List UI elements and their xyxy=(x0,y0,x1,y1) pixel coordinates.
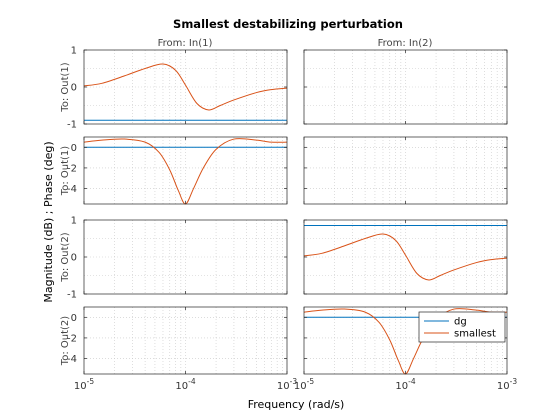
x-tick-label: 10-4 xyxy=(175,377,195,392)
row-title-4: To: Out(2) xyxy=(60,316,71,366)
row-title-3: To: Out(2) xyxy=(60,232,71,282)
panel-r3-c1: -1 0 1To: Out(2) xyxy=(60,216,288,301)
panel-r2-c1: 0 -2 -4To: Out(1) xyxy=(60,136,288,205)
x-tick-label: 10-4 xyxy=(395,377,415,392)
y-tick-label: 0 xyxy=(71,143,77,154)
y-tick-label: 1 xyxy=(71,46,77,57)
y-tick-label: -1 xyxy=(67,120,77,131)
grid xyxy=(304,50,507,124)
chart-title: Smallest destabilizing perturbation xyxy=(173,17,403,31)
series-smallest-r3-c2 xyxy=(303,233,508,281)
panel-r2-c2 xyxy=(303,136,508,205)
panel-r1-c2 xyxy=(303,49,508,125)
y-tick-label: -4 xyxy=(67,354,77,365)
grid xyxy=(304,220,507,294)
row-title-2: To: Out(1) xyxy=(60,146,71,196)
panel-r4-c1: 0 -2 -4To: Out(2)10-5 10-4 10-3 xyxy=(60,306,297,392)
panel-r3-c2 xyxy=(303,219,508,295)
grid xyxy=(84,220,287,294)
legend-box xyxy=(418,311,506,343)
legend-entry-smallest: smallest xyxy=(454,329,496,340)
column-title-1: From: In(1) xyxy=(158,38,213,49)
x-tick-label: 10-5 xyxy=(74,377,94,392)
y-tick-label: 1 xyxy=(71,216,77,227)
series-smallest-r1-c1 xyxy=(83,63,288,111)
column-title-2: From: In(2) xyxy=(378,38,433,49)
x-tick-label: 10-3 xyxy=(497,377,517,392)
y-tick-label: -2 xyxy=(67,333,77,344)
y-tick-label: -1 xyxy=(67,290,77,301)
y-axis-label: Magnitude (dB) ; Phase (deg) xyxy=(42,141,55,302)
y-tick-label: 0 xyxy=(71,253,77,264)
x-tick-label: 10-3 xyxy=(277,377,297,392)
row-title-1: To: Out(1) xyxy=(60,62,71,112)
grid xyxy=(84,50,287,124)
y-tick-label: -4 xyxy=(67,184,77,195)
grid xyxy=(84,307,287,374)
y-tick-label: 0 xyxy=(71,313,77,324)
grid xyxy=(304,137,507,204)
y-tick-label: 0 xyxy=(71,83,77,94)
panel-r1-c1: -1 0 1To: Out(1) xyxy=(60,46,288,131)
x-tick-label: 10-5 xyxy=(294,377,314,392)
legend-entry-dg: dg xyxy=(454,317,467,328)
y-tick-label: -2 xyxy=(67,163,77,174)
x-axis-label: Frequency (rad/s) xyxy=(248,398,345,411)
